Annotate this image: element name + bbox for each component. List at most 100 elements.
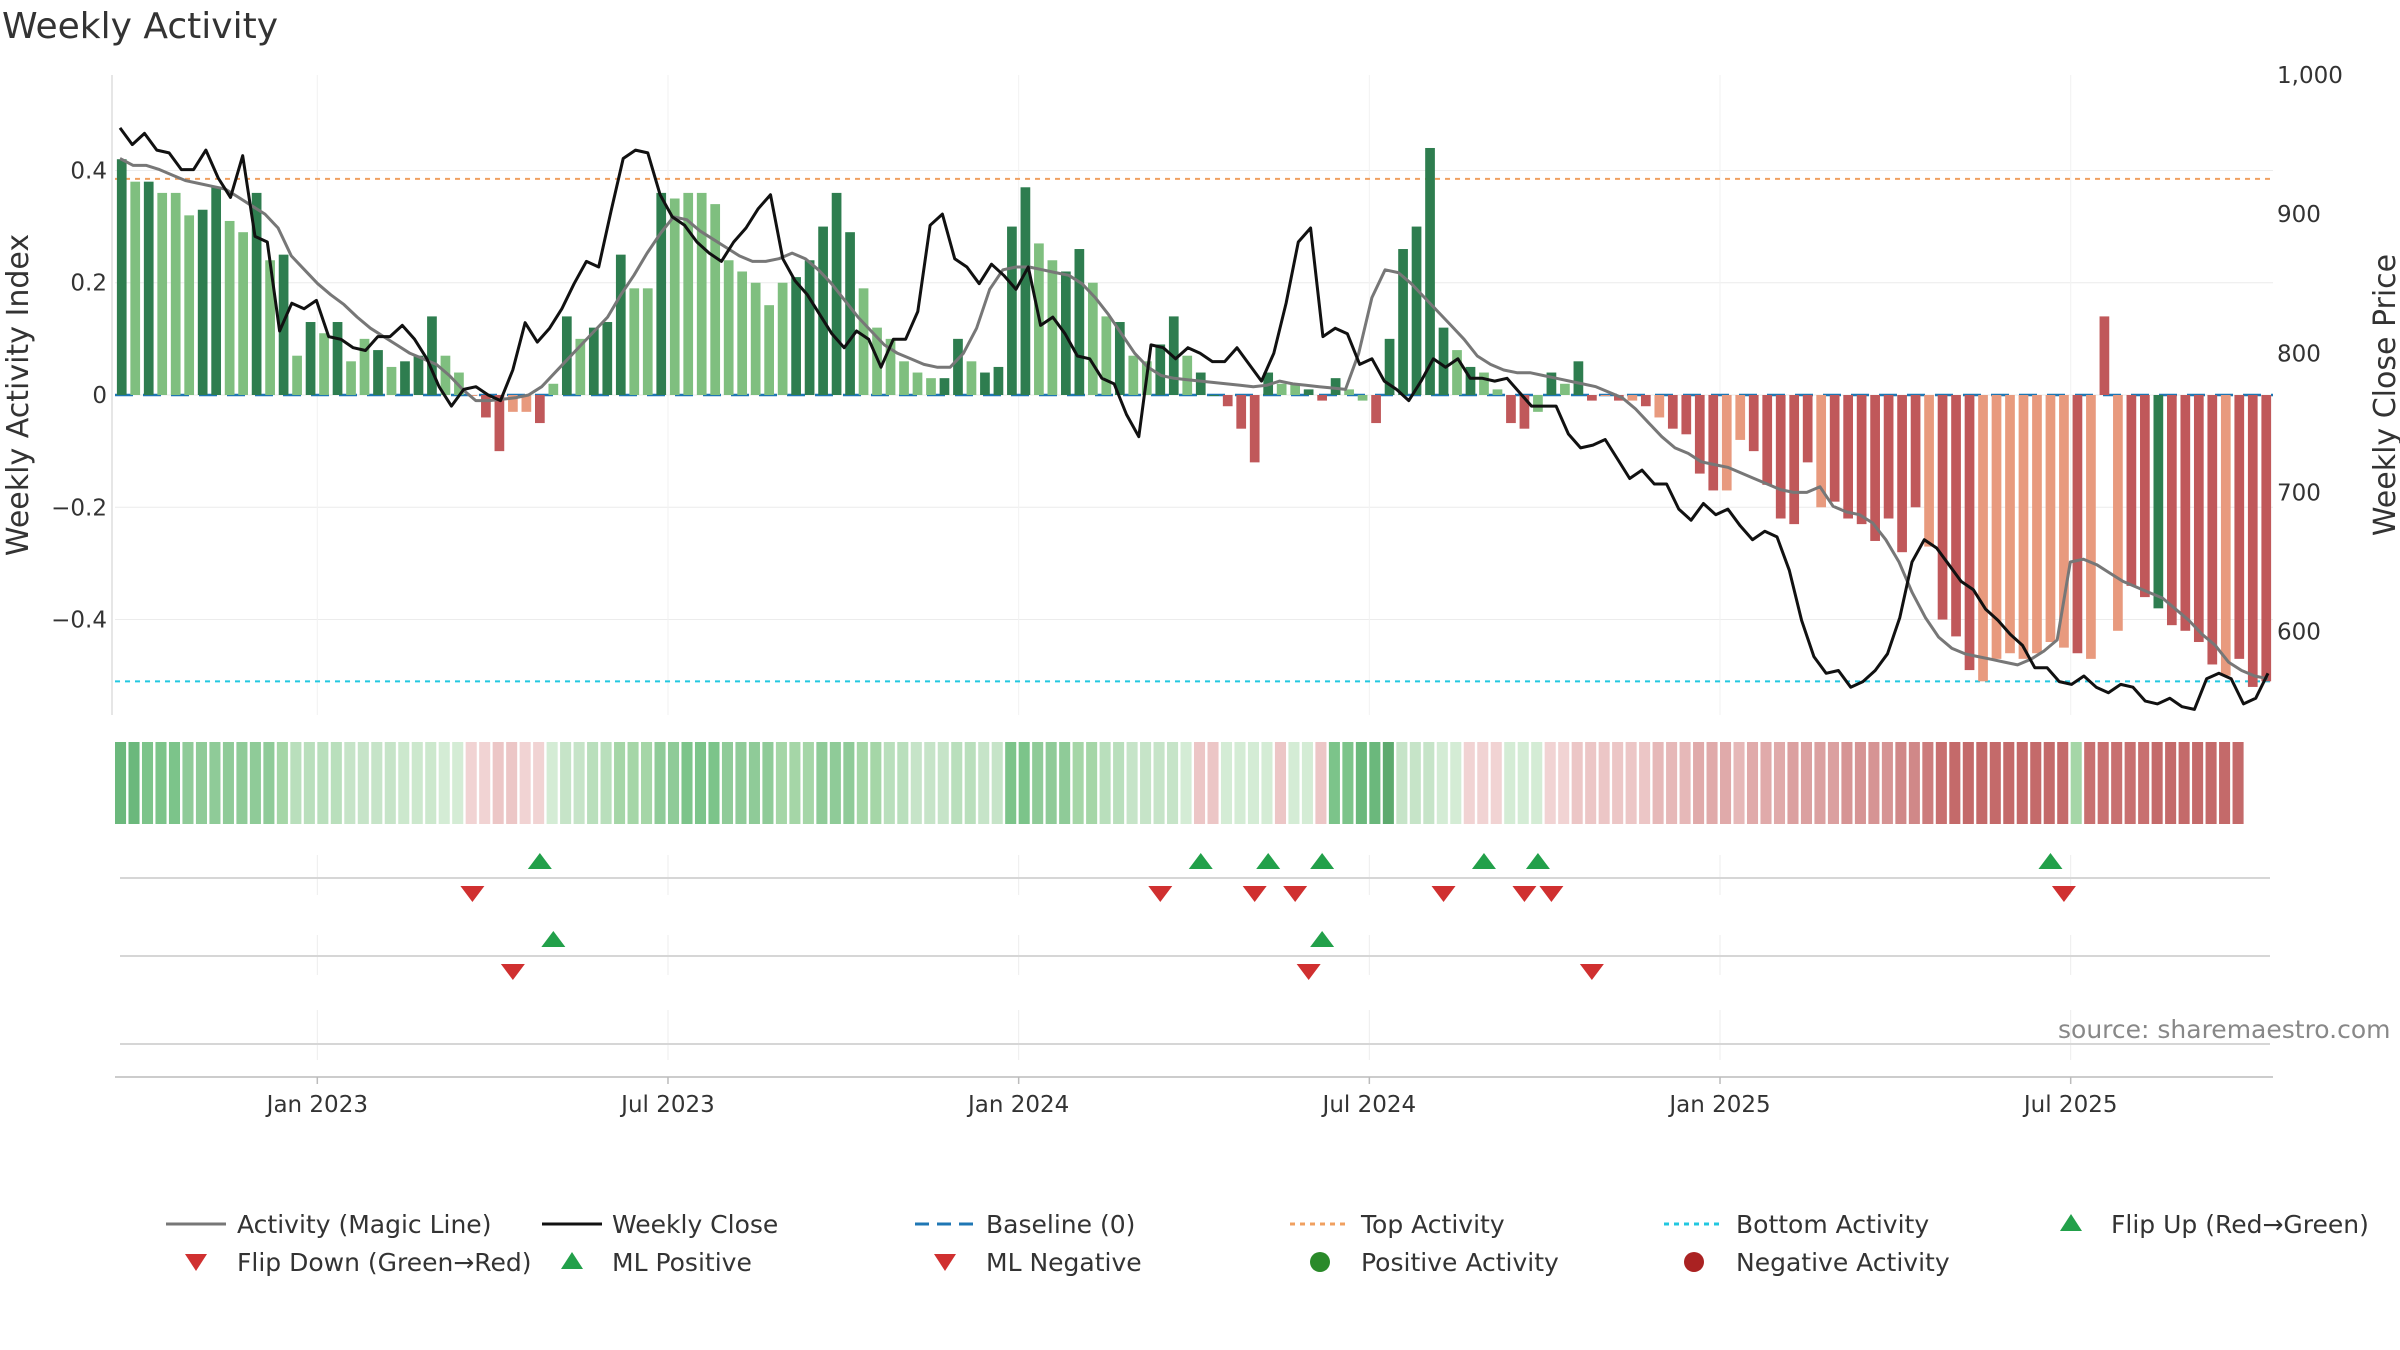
activity-bar (1330, 378, 1341, 395)
activity-bar (1317, 395, 1327, 401)
heat-band-cell (1854, 742, 1866, 824)
heat-band-cell (2030, 742, 2042, 824)
activity-bar (1411, 226, 1422, 395)
activity-bar (831, 192, 842, 395)
activity-bar (1789, 395, 1800, 525)
activity-bar (2234, 395, 2245, 659)
heat-band-cell (276, 742, 288, 824)
legend-item-negative-activity: Negative Activity (1684, 1248, 1950, 1277)
heat-band-cell (910, 742, 922, 824)
activity-bar (1465, 366, 1476, 395)
heat-band-cell (627, 742, 639, 824)
activity-bar (1640, 395, 1651, 407)
reference-lines (115, 177, 2273, 683)
legend: Activity (Magic Line) Weekly Close Basel… (166, 1210, 2369, 1277)
flip-down-marker (1283, 886, 1308, 902)
x-tick-label: Jul 2024 (1321, 1092, 1417, 1118)
activity-bar (292, 355, 302, 395)
heat-band-cell (1639, 742, 1651, 824)
flip-down-marker (1242, 886, 1267, 902)
heat-band-cell (1962, 742, 1974, 824)
heat-band-cell (344, 742, 356, 824)
activity-bar (535, 395, 545, 424)
heat-band-cell (1693, 742, 1705, 824)
heat-band-cell (533, 742, 545, 824)
source-watermark: source: sharemaestro.com (2058, 1015, 2391, 1044)
activity-bar (130, 181, 141, 395)
activity-bar (1870, 395, 1880, 541)
heat-band-cell (317, 742, 329, 824)
heat-band-cell (1099, 742, 1111, 824)
heat-band-cell (1059, 742, 1071, 824)
heat-band-cell (694, 742, 707, 824)
legend-item-positive-activity: Positive Activity (1310, 1248, 1559, 1277)
activity-bar (1303, 389, 1314, 395)
axes: Weekly Activity Index Weekly Close Price… (1, 63, 2400, 715)
activity-bar (481, 395, 491, 418)
activity-bar (1290, 383, 1301, 395)
activity-bar (373, 350, 383, 395)
heat-band-cell (1477, 742, 1489, 824)
activity-bar (359, 338, 370, 395)
activity-bar (575, 338, 586, 395)
heat-band-cell (519, 742, 531, 824)
activity-bar (980, 372, 990, 395)
heat-band-cell (249, 742, 261, 824)
heat-band-cell (1490, 742, 1502, 824)
heat-band-cell (735, 742, 747, 824)
activity-bar (2220, 395, 2231, 676)
heat-band-cell (1881, 742, 1893, 824)
activity-bar (346, 361, 356, 395)
legend-label-magic-line: Activity (Magic Line) (237, 1210, 491, 1239)
heat-band-cell (1949, 742, 1961, 824)
activity-bar (683, 192, 694, 395)
x-tick-label: Jul 2025 (2022, 1092, 2118, 1118)
ml-negative-marker (500, 964, 525, 980)
heat-band-cell (1976, 742, 1988, 824)
flip-down-marker (1148, 886, 1173, 902)
y2-tick-label: 900 (2277, 202, 2321, 228)
heat-band-cell (1827, 742, 1839, 824)
heat-band-cell (1908, 742, 1920, 824)
x-axis: Jan 2023 Jul 2023 Jan 2024 Jul 2024 Jan 2025… (115, 1076, 2273, 1118)
heat-band-cell (1989, 742, 2001, 824)
activity-bar (1155, 344, 1166, 395)
heat-band-cell (2219, 742, 2231, 824)
heat-band-cell (1180, 742, 1192, 824)
legend-item-ml-negative: ML Negative (934, 1248, 1142, 1277)
activity-bar (1209, 395, 1220, 396)
activity-bar (1195, 372, 1206, 395)
heat-band-cell (1598, 742, 1610, 824)
activity-bar (1978, 395, 1988, 682)
activity-bar (1964, 395, 1975, 671)
heat-band-cell (1247, 742, 1260, 824)
heat-band-cell (263, 742, 275, 824)
y2-tick-label: 800 (2277, 341, 2321, 367)
activity-bar (1506, 395, 1516, 424)
activity-bar (953, 338, 963, 395)
heat-band-cell (1625, 742, 1637, 824)
x-tick-label: Jan 2025 (1667, 1092, 1770, 1118)
activity-bar (494, 395, 505, 452)
heat-band-cell (1234, 742, 1246, 824)
heat-band-cell (2097, 742, 2109, 824)
flip-up-marker (1188, 853, 1213, 869)
activity-bar (251, 192, 262, 395)
activity-bar (386, 366, 397, 395)
heat-band-cell (1382, 742, 1394, 824)
activity-bar (548, 383, 559, 395)
legend-swatch-ml-negative (934, 1254, 956, 1271)
activity-bar (1829, 395, 1840, 502)
y2-tick-label: 1,000 (2277, 63, 2343, 89)
activity-bar (1236, 395, 1247, 429)
activity-bar (1047, 260, 1058, 395)
heat-band-cell (1895, 742, 1907, 824)
legend-swatch-negative-activity (1684, 1252, 1704, 1272)
activity-bar (1951, 395, 1961, 637)
heat-band-cell (1746, 742, 1759, 824)
heat-band-cell (856, 742, 868, 824)
activity-bar (1546, 372, 1557, 395)
activity-bar (723, 260, 734, 395)
legend-label-positive-activity: Positive Activity (1361, 1248, 1559, 1277)
legend-item-flip-down: Flip Down (Green→Red) (185, 1248, 532, 1277)
